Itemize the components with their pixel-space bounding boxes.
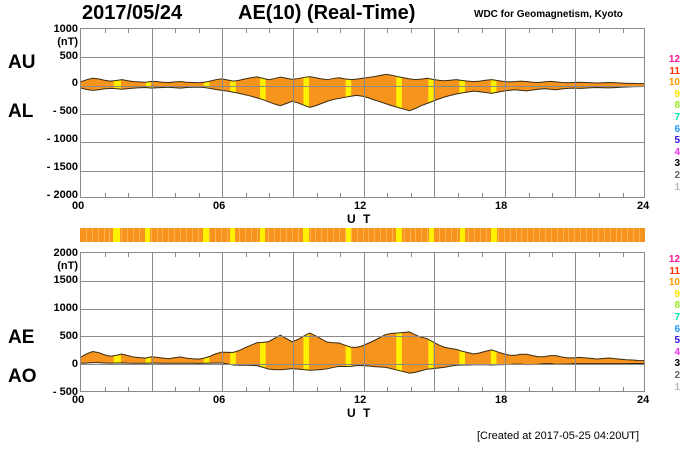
trace-highlight-stripe [303, 331, 310, 374]
top-axis-unit: (nT) [57, 36, 78, 48]
legend-item-4: 4 [674, 146, 680, 158]
trace-highlight-stripe [345, 74, 352, 111]
colorbar-segment [345, 228, 352, 242]
trace-highlight-stripe [490, 331, 497, 374]
credit-label: WDC for Geomagnetism, Kyoto [474, 9, 623, 20]
bottom-xtick-06: 06 [213, 394, 226, 406]
page-title-date: 2017/05/24 [82, 2, 183, 24]
top-ytick-m1000: - 1000 [46, 133, 78, 145]
colorbar-segment [303, 228, 309, 242]
legend-item-6: 6 [674, 323, 680, 335]
bottom-ytick-0: 0 [71, 358, 78, 370]
bottom-xtick-24: 24 [637, 394, 650, 406]
legend-item-3: 3 [674, 358, 680, 370]
trace-highlight-stripe [396, 331, 402, 374]
legend-item-2: 2 [674, 369, 680, 381]
legend-item-8: 8 [674, 300, 680, 312]
colorbar-segment [144, 228, 151, 242]
legend-item-10: 10 [668, 77, 680, 89]
colorbar-segment [259, 228, 266, 242]
trace-highlight-stripe [145, 331, 151, 374]
legend-item-7: 7 [674, 311, 680, 323]
trace-fill [81, 74, 644, 111]
trace-highlight-stripe [303, 74, 310, 111]
series-label-al: AL [8, 101, 34, 122]
legend-item-8: 8 [674, 100, 680, 112]
bottom-xaxis-label: U T [347, 406, 373, 420]
top-axis-unit-value: 1000 [53, 23, 78, 35]
colorbar-segment [491, 228, 497, 242]
colorbar-segment [203, 228, 209, 242]
trace-highlight-stripe [203, 331, 210, 374]
color-legend-top: 12 11 10 9 8 7 6 5 4 3 2 1 [658, 54, 680, 193]
legend-item-9: 9 [674, 88, 680, 100]
bottom-ytick-m500: - 500 [52, 386, 78, 398]
plot-area-ae-ao [80, 252, 645, 392]
top-xtick-12: 12 [354, 200, 367, 212]
legend-item-11: 11 [669, 265, 680, 277]
bottom-xtick-12: 12 [354, 394, 367, 406]
top-xtick-00: 00 [72, 200, 85, 212]
legend-item-9: 9 [674, 288, 680, 300]
bottom-ytick-1000: 1000 [53, 302, 78, 314]
top-ytick-0: 0 [71, 77, 78, 89]
top-xaxis-label: U T [347, 212, 373, 226]
page-title: AE(10) (Real-Time) [238, 2, 416, 24]
created-timestamp: [Created at 2017-05-25 04:20UT] [477, 430, 640, 442]
top-ytick-500: 500 [59, 50, 78, 62]
legend-item-7: 7 [674, 111, 680, 123]
bottom-xtick-00: 00 [72, 394, 85, 406]
bottom-ytick-2000: 2000 [53, 247, 78, 259]
series-label-ae: AE [8, 327, 35, 348]
au-al-trace [81, 73, 644, 112]
colorbar-segment [459, 228, 466, 242]
trace-highlight-stripe [428, 74, 434, 111]
station-coverage-colorbar [80, 228, 645, 242]
legend-item-5: 5 [674, 335, 680, 347]
trace-highlight-stripe [459, 331, 465, 374]
legend-item-10: 10 [668, 277, 680, 289]
top-ytick-m1500: - 1500 [46, 161, 78, 173]
bottom-ytick-500: 500 [59, 330, 78, 342]
color-legend-bottom: 12 11 10 9 8 7 6 5 4 3 2 1 [658, 254, 680, 393]
legend-item-11: 11 [669, 65, 680, 77]
trace-highlight-stripe [260, 331, 266, 374]
legend-item-5: 5 [674, 135, 680, 147]
series-label-ao: AO [8, 366, 37, 387]
legend-item-12: 12 [668, 54, 680, 65]
trace-highlight-stripe [260, 74, 266, 111]
plot-area-au-al [80, 28, 645, 198]
legend-item-1: 1 [674, 381, 680, 393]
colorbar-segment [428, 228, 434, 242]
trace-highlight-stripe [113, 331, 121, 374]
bottom-xtick-18: 18 [495, 394, 508, 406]
trace-highlight-stripe [230, 331, 236, 374]
colorbar-segment [396, 228, 403, 242]
colorbar-segment [112, 228, 121, 242]
legend-item-6: 6 [674, 123, 680, 135]
trace-highlight-stripe [396, 74, 402, 111]
envelope-lower [81, 362, 644, 374]
top-ytick-m500: - 500 [52, 105, 78, 117]
ae-ao-trace [81, 331, 644, 374]
colorbar-segment [229, 228, 236, 242]
envelope-upper [81, 73, 644, 85]
legend-item-3: 3 [674, 158, 680, 170]
top-xtick-24: 24 [637, 200, 650, 212]
top-ytick-m2000: - 2000 [46, 189, 78, 201]
legend-item-1: 1 [674, 181, 680, 193]
trace-highlight-stripe [345, 331, 352, 374]
trace-fill [81, 331, 644, 374]
trace-highlight-stripe [428, 331, 434, 374]
top-xtick-06: 06 [213, 200, 226, 212]
legend-item-2: 2 [674, 169, 680, 181]
series-label-au: AU [8, 52, 36, 73]
legend-item-4: 4 [674, 346, 680, 358]
envelope-lower [81, 85, 644, 112]
top-xtick-18: 18 [495, 200, 508, 212]
bottom-axis-unit: (nT) [57, 260, 78, 272]
bottom-ytick-1500: 1500 [53, 274, 78, 286]
legend-item-12: 12 [668, 254, 680, 265]
envelope-upper [81, 331, 644, 362]
